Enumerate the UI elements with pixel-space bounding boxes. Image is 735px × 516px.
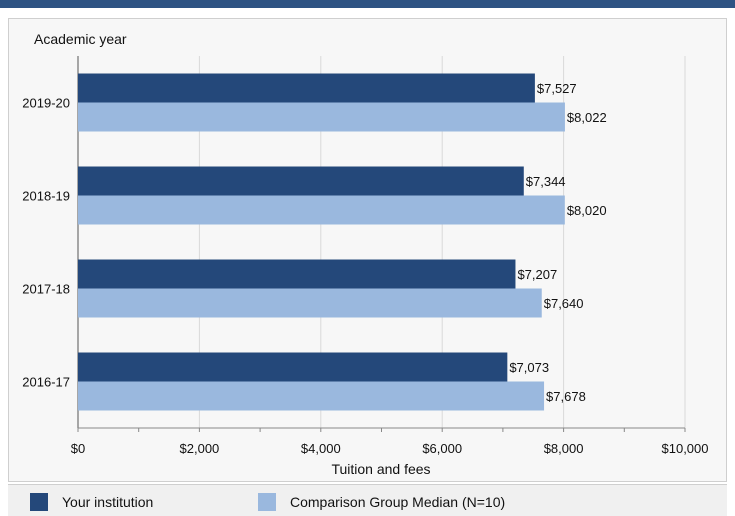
legend: Your institution Comparison Group Median… xyxy=(8,484,727,516)
x-tick-label: $10,000 xyxy=(662,441,709,456)
labels-group: $0 $2,000 $4,000 $6,000 $8,000 $10,000 2019-20… xyxy=(22,81,708,456)
data-label: $7,207 xyxy=(517,267,557,282)
y-axis-title: Academic year xyxy=(34,31,127,47)
data-label: $7,344 xyxy=(526,174,566,189)
data-label: $7,678 xyxy=(546,389,586,404)
legend-item-comparison-group: Comparison Group Median (N=10) xyxy=(258,493,505,511)
x-tick-label: $8,000 xyxy=(544,441,584,456)
legend-swatch-your-institution xyxy=(30,493,48,511)
bar-comparison-group xyxy=(78,381,545,411)
legend-swatch-comparison-group xyxy=(258,493,276,511)
category-label: 2019-20 xyxy=(22,96,70,111)
data-label: $8,022 xyxy=(567,110,607,125)
legend-item-your-institution: Your institution xyxy=(30,493,153,511)
data-label: $7,073 xyxy=(509,360,549,375)
bar-your-institution xyxy=(78,352,508,382)
x-tick-label: $0 xyxy=(71,441,85,456)
legend-label-comparison-group: Comparison Group Median (N=10) xyxy=(290,494,506,510)
data-label: $7,527 xyxy=(537,81,577,96)
x-axis-title: Tuition and fees xyxy=(331,461,430,477)
bar-your-institution xyxy=(78,166,524,196)
category-label: 2016-17 xyxy=(22,375,70,390)
x-tick-label: $4,000 xyxy=(301,441,341,456)
top-accent-bar xyxy=(0,0,735,8)
data-label: $7,640 xyxy=(544,296,584,311)
x-tick-label: $6,000 xyxy=(422,441,462,456)
x-tick-label: $2,000 xyxy=(180,441,220,456)
category-label: 2017-18 xyxy=(22,282,70,297)
data-label: $8,020 xyxy=(567,203,607,218)
bar-chart: Academic year Tuition and fees $0 $2,000 $… xyxy=(22,31,708,477)
legend-label-your-institution: Your institution xyxy=(62,494,154,510)
bar-comparison-group xyxy=(78,288,542,318)
bar-comparison-group xyxy=(78,102,565,132)
bars-group xyxy=(78,73,565,411)
bar-your-institution xyxy=(78,73,535,103)
category-label: 2018-19 xyxy=(22,189,70,204)
bar-your-institution xyxy=(78,259,516,289)
bar-comparison-group xyxy=(78,195,565,225)
